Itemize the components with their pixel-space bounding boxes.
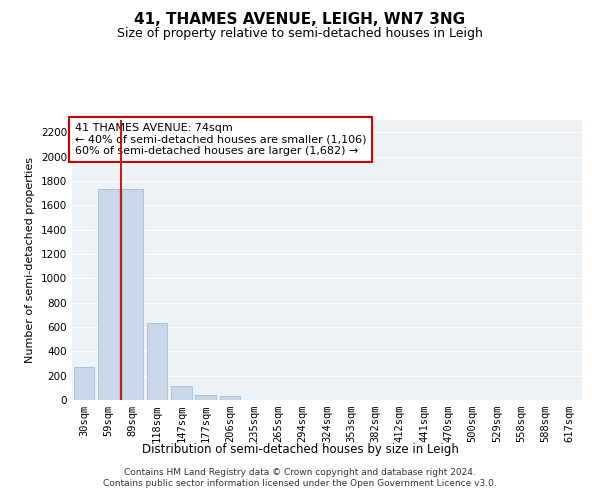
Bar bbox=[195, 395, 216, 400]
Bar bbox=[220, 396, 240, 400]
Bar bbox=[122, 190, 143, 400]
Bar bbox=[171, 386, 191, 400]
Y-axis label: Number of semi-detached properties: Number of semi-detached properties bbox=[25, 157, 35, 363]
Text: 41, THAMES AVENUE, LEIGH, WN7 3NG: 41, THAMES AVENUE, LEIGH, WN7 3NG bbox=[134, 12, 466, 28]
Text: Distribution of semi-detached houses by size in Leigh: Distribution of semi-detached houses by … bbox=[142, 442, 458, 456]
Bar bbox=[146, 324, 167, 400]
Bar bbox=[98, 190, 119, 400]
Text: Size of property relative to semi-detached houses in Leigh: Size of property relative to semi-detach… bbox=[117, 28, 483, 40]
Bar bbox=[74, 367, 94, 400]
Text: 41 THAMES AVENUE: 74sqm
← 40% of semi-detached houses are smaller (1,106)
60% of: 41 THAMES AVENUE: 74sqm ← 40% of semi-de… bbox=[74, 123, 366, 156]
Text: Contains HM Land Registry data © Crown copyright and database right 2024.
Contai: Contains HM Land Registry data © Crown c… bbox=[103, 468, 497, 487]
